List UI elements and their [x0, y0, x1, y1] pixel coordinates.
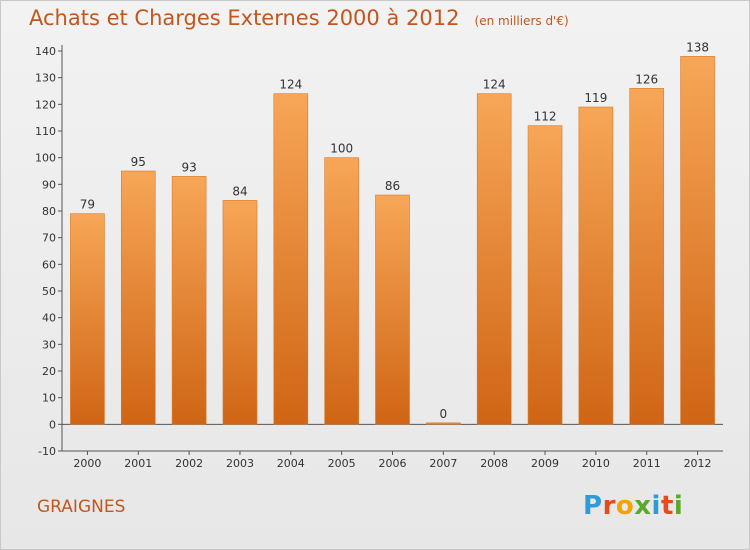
- bar-value-label: 124: [279, 78, 302, 92]
- bar: [426, 422, 461, 425]
- x-tick-label: 2006: [379, 457, 407, 470]
- y-tick-label: 10: [42, 392, 56, 405]
- x-tick-label: 2007: [429, 457, 457, 470]
- bar: [629, 88, 665, 425]
- y-tick-label: 100: [35, 152, 56, 165]
- logo-letter: x: [634, 491, 652, 521]
- proxiti-logo: Proxiti: [583, 491, 683, 521]
- title-row: Achats et Charges Externes 2000 à 2012 (…: [29, 6, 569, 30]
- logo-letter: i: [673, 491, 684, 521]
- y-tick-label: 70: [42, 232, 56, 245]
- x-tick-label: 2001: [124, 457, 152, 470]
- bar: [527, 125, 563, 425]
- y-tick-label: 130: [35, 72, 56, 85]
- y-tick-label: -10: [38, 445, 56, 458]
- bar-value-label: 112: [534, 110, 557, 124]
- bar: [222, 200, 258, 425]
- y-tick-label: 110: [35, 125, 56, 138]
- bar: [120, 170, 156, 425]
- x-tick-label: 2010: [582, 457, 610, 470]
- x-tick-label: 2008: [480, 457, 508, 470]
- bar-value-label: 119: [584, 91, 607, 105]
- bar: [171, 176, 207, 425]
- y-tick-label: 60: [42, 258, 56, 271]
- unit-label: (en milliers d'€): [474, 14, 569, 28]
- x-tick-label: 2004: [277, 457, 305, 470]
- bar-value-label: 124: [483, 78, 506, 92]
- logo-letter: i: [651, 491, 661, 521]
- y-tick-label: 90: [42, 178, 56, 191]
- logo-letter: o: [615, 491, 635, 521]
- y-tick-label: 20: [42, 365, 56, 378]
- y-tick-label: 80: [42, 205, 56, 218]
- bar-value-label: 79: [80, 198, 95, 212]
- y-tick-label: 40: [42, 312, 56, 325]
- y-tick-label: 30: [42, 338, 56, 351]
- bar-value-label: 86: [385, 179, 400, 193]
- x-tick-label: 2002: [175, 457, 203, 470]
- x-tick-label: 2005: [328, 457, 356, 470]
- x-tick-label: 2012: [684, 457, 712, 470]
- y-tick-label: 50: [42, 285, 56, 298]
- bar-value-label: 138: [686, 40, 709, 54]
- place-name: GRAIGNES: [37, 497, 126, 517]
- x-tick-label: 2011: [633, 457, 661, 470]
- bar-value-label: 93: [181, 160, 196, 174]
- bar: [578, 106, 614, 425]
- bar-value-label: 0: [440, 407, 448, 421]
- x-tick-label: 2003: [226, 457, 254, 470]
- y-tick-label: 140: [35, 45, 56, 58]
- bar-value-label: 100: [330, 142, 353, 156]
- bar: [375, 194, 410, 425]
- chart-title: Achats et Charges Externes 2000 à 2012: [29, 6, 460, 30]
- bar: [324, 157, 359, 425]
- bar: [273, 93, 309, 425]
- x-tick-label: 2000: [73, 457, 101, 470]
- bar-value-label: 84: [232, 184, 247, 198]
- x-tick-label: 2009: [531, 457, 559, 470]
- y-tick-label: 0: [49, 418, 56, 431]
- logo-letter: r: [602, 491, 616, 521]
- bar: [70, 213, 105, 425]
- bar-value-label: 95: [131, 155, 146, 169]
- logo-letter: P: [583, 491, 603, 521]
- bar-value-label: 126: [635, 72, 658, 86]
- bar: [680, 56, 715, 425]
- logo-letter: t: [660, 491, 674, 521]
- bar: [476, 93, 512, 425]
- y-tick-label: 120: [35, 98, 56, 111]
